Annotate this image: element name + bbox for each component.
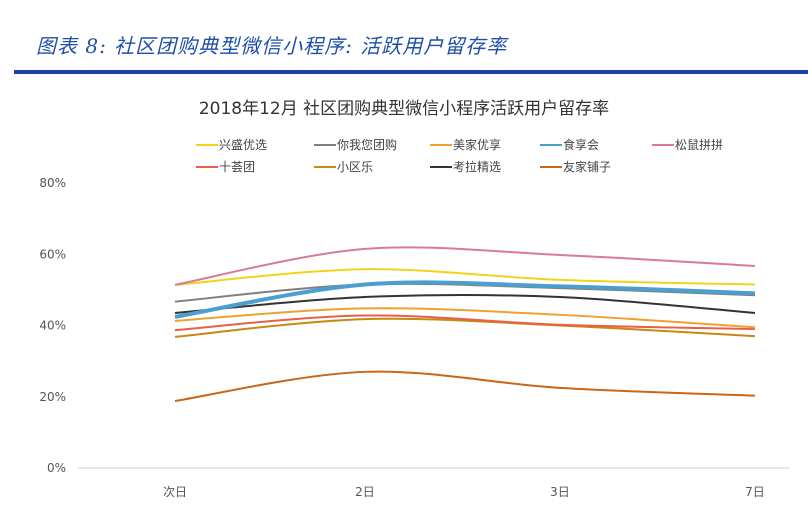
- legend-label: 松鼠拼拼: [675, 138, 723, 152]
- y-tick-label: 80%: [39, 176, 66, 190]
- series-line-8: [174, 293, 756, 315]
- x-tick-label: 7日: [745, 485, 765, 499]
- y-tick-label: 40%: [39, 319, 66, 333]
- legend-label: 食享会: [563, 137, 599, 152]
- figure-title: 图表 8: 社区团购典型微信小程序: 活跃用户留存率: [36, 34, 508, 58]
- series-line-1: [174, 268, 756, 286]
- title-divider: [14, 70, 808, 74]
- chart-title: 2018年12月 社区团购典型微信小程序活跃用户留存率: [199, 99, 609, 119]
- legend-label: 十荟团: [219, 160, 255, 174]
- series-line-4: [174, 280, 756, 319]
- legend-label: 你我您团购: [337, 137, 397, 152]
- x-tick-label: 次日: [163, 485, 187, 499]
- legend-label: 友家铺子: [563, 159, 611, 174]
- legend-label: 兴盛优选: [219, 137, 267, 152]
- legend-label: 考拉精选: [453, 159, 501, 174]
- y-tick-label: 20%: [39, 390, 66, 404]
- y-tick-label: 0%: [47, 461, 66, 475]
- series-line-3: [174, 307, 756, 329]
- series-line-9: [174, 370, 756, 403]
- x-tick-label: 2日: [355, 485, 375, 499]
- legend-label: 美家优享: [453, 137, 501, 152]
- y-tick-label: 60%: [39, 247, 66, 261]
- legend-label: 小区乐: [337, 160, 373, 174]
- series-line-5: [174, 246, 756, 286]
- series-line-6: [174, 314, 756, 332]
- x-tick-label: 3日: [550, 485, 570, 499]
- series-line-7: [174, 317, 756, 338]
